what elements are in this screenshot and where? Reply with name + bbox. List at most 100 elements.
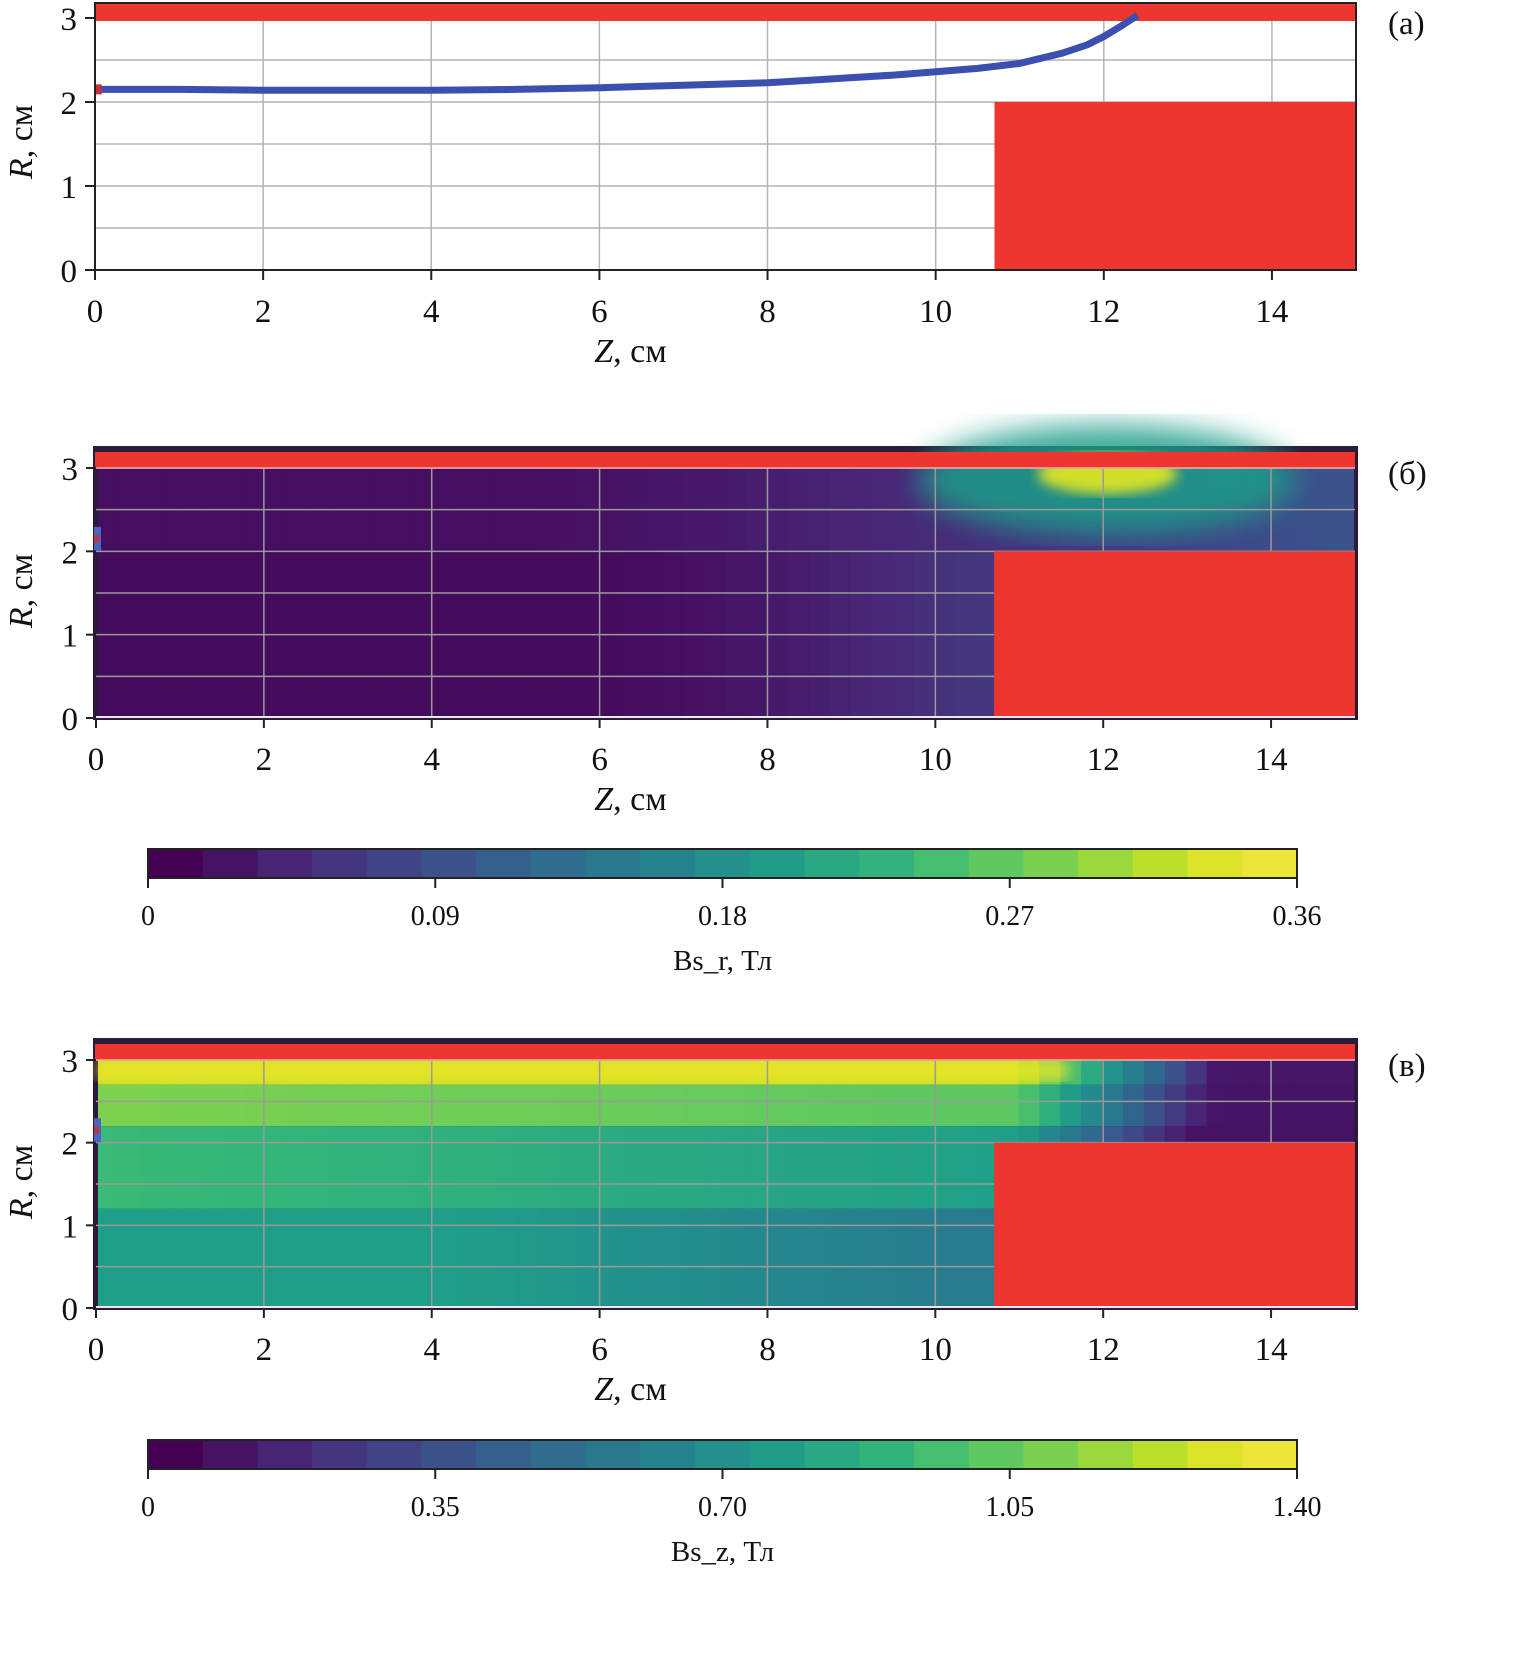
field-cell [620,1126,643,1209]
field-cell [516,1208,539,1308]
field-cell [307,1126,330,1209]
field-cell [913,1126,936,1209]
colorbar-level-2 [257,849,313,878]
colorbar-bsz-label: Bs_z, Тл [671,1536,774,1568]
field-cell [244,1126,267,1209]
field-cell [662,1126,685,1209]
field-cell [98,1126,120,1209]
field-cell [1164,1084,1187,1127]
field-cell [390,1208,413,1308]
colorbar-level-20 [1242,849,1298,878]
field-cell [1248,1060,1271,1085]
field-cell [411,1084,434,1127]
panel-b-x-var: Z [594,781,614,818]
field-cell [390,1084,413,1127]
panel-c-y-unit: , см [3,1145,40,1199]
field-cell [139,1084,162,1127]
field-cell [851,1126,873,1209]
y-tick-label-0: 0 [61,254,78,290]
field-cell [1164,1060,1187,1085]
field-cell [1102,1084,1124,1127]
field-cell [265,1126,288,1209]
trajectory-line [95,12,1140,94]
field-cell [1311,1084,1334,1127]
field-cell [118,1126,141,1209]
field-cell [1060,1084,1083,1127]
panel-c-y-ticks: 0 1 2 3 [62,1044,96,1328]
field-cell [809,1208,832,1308]
y-tick-label-3: 3 [62,1044,79,1080]
field-cell [181,1126,204,1209]
field-cell [767,1084,790,1127]
colorbar-level-13 [859,849,915,878]
colorbar-bsr: 0 0.09 0.18 0.27 0.36 Bs_r, Тл [141,848,1322,977]
field-cell [244,1208,267,1308]
colorbar-level-17 [1078,849,1134,878]
field-cell [600,1084,622,1127]
x-tick-label-12: 12 [1087,294,1120,330]
field-cell [495,1208,518,1308]
colorbar-level-6 [476,1440,532,1469]
field-cell [516,1084,539,1127]
x-tick-label-2: 2 [255,294,272,330]
emitter-marker [95,84,102,95]
field-cell [892,1084,915,1127]
field-cell [160,1084,183,1127]
field-cell [328,1084,350,1127]
colorbar-level-10 [695,849,751,878]
field-cell [871,1084,894,1127]
field-cell [1206,1060,1229,1085]
colorbar-level-4 [366,849,423,878]
field-cell [704,1084,727,1127]
colorbar-bsr-levels [148,849,1298,878]
field-cell [871,1208,894,1308]
field-cell [641,1084,664,1127]
panel-c-x-axis-label: Z, см [594,1371,667,1408]
colorbar-level-15 [968,1440,1025,1469]
x-tick-label-10: 10 [919,294,952,330]
panel-b-y-ticks: 0 1 2 3 [62,452,96,738]
field-cell [1269,1060,1292,1085]
field-cell [411,1126,434,1209]
field-cell [202,1084,225,1127]
colorbar-level-11 [749,849,806,878]
x-tick-label-6: 6 [591,742,608,778]
x-tick-label-14: 14 [1255,1332,1288,1368]
colorbar-tick-label-0.09: 0.09 [411,901,460,932]
field-cell [1039,1084,1062,1127]
field-cell [830,1208,852,1308]
field-cell [432,1084,455,1127]
panel-c-y-var: R [3,1198,40,1220]
x-tick-label-0: 0 [88,742,105,778]
colorbar-bsz-ticks: 0 0.35 0.70 1.05 1.40 [141,1469,1322,1523]
colorbar-level-9 [640,849,696,878]
panel-a-x-axis-label: Z, см [594,333,667,370]
field-cell [390,1126,413,1209]
field-cell [474,1126,497,1209]
panel-c-y-axis-label: R, см [3,1145,40,1220]
colorbar-level-6 [476,849,532,878]
field-cell [369,1084,392,1127]
x-tick-label-10: 10 [919,1332,952,1368]
y-tick-label-2: 2 [61,86,78,122]
colorbar-level-10 [695,1440,751,1469]
field-cell [474,1084,497,1127]
colorbar-tick-label-0.36: 0.36 [1273,901,1322,932]
colorbar-level-0 [148,849,204,878]
colorbar-level-0 [148,1440,204,1469]
y-tick-label-3: 3 [61,2,78,38]
field-cell [997,1084,1020,1127]
field-cell [265,1084,288,1127]
panel-a-x-ticks: 0 2 4 6 8 10 12 14 [87,270,1288,330]
colorbar-level-17 [1078,1440,1134,1469]
panel-b-y-var: R [3,607,40,629]
field-cell [579,1126,601,1209]
field-cell [537,1208,560,1308]
field-cell [1269,1084,1292,1127]
x-tick-label-4: 4 [423,294,440,330]
field-cell [558,1126,581,1209]
y-tick-label-2: 2 [62,1127,79,1163]
field-cell [704,1126,727,1209]
